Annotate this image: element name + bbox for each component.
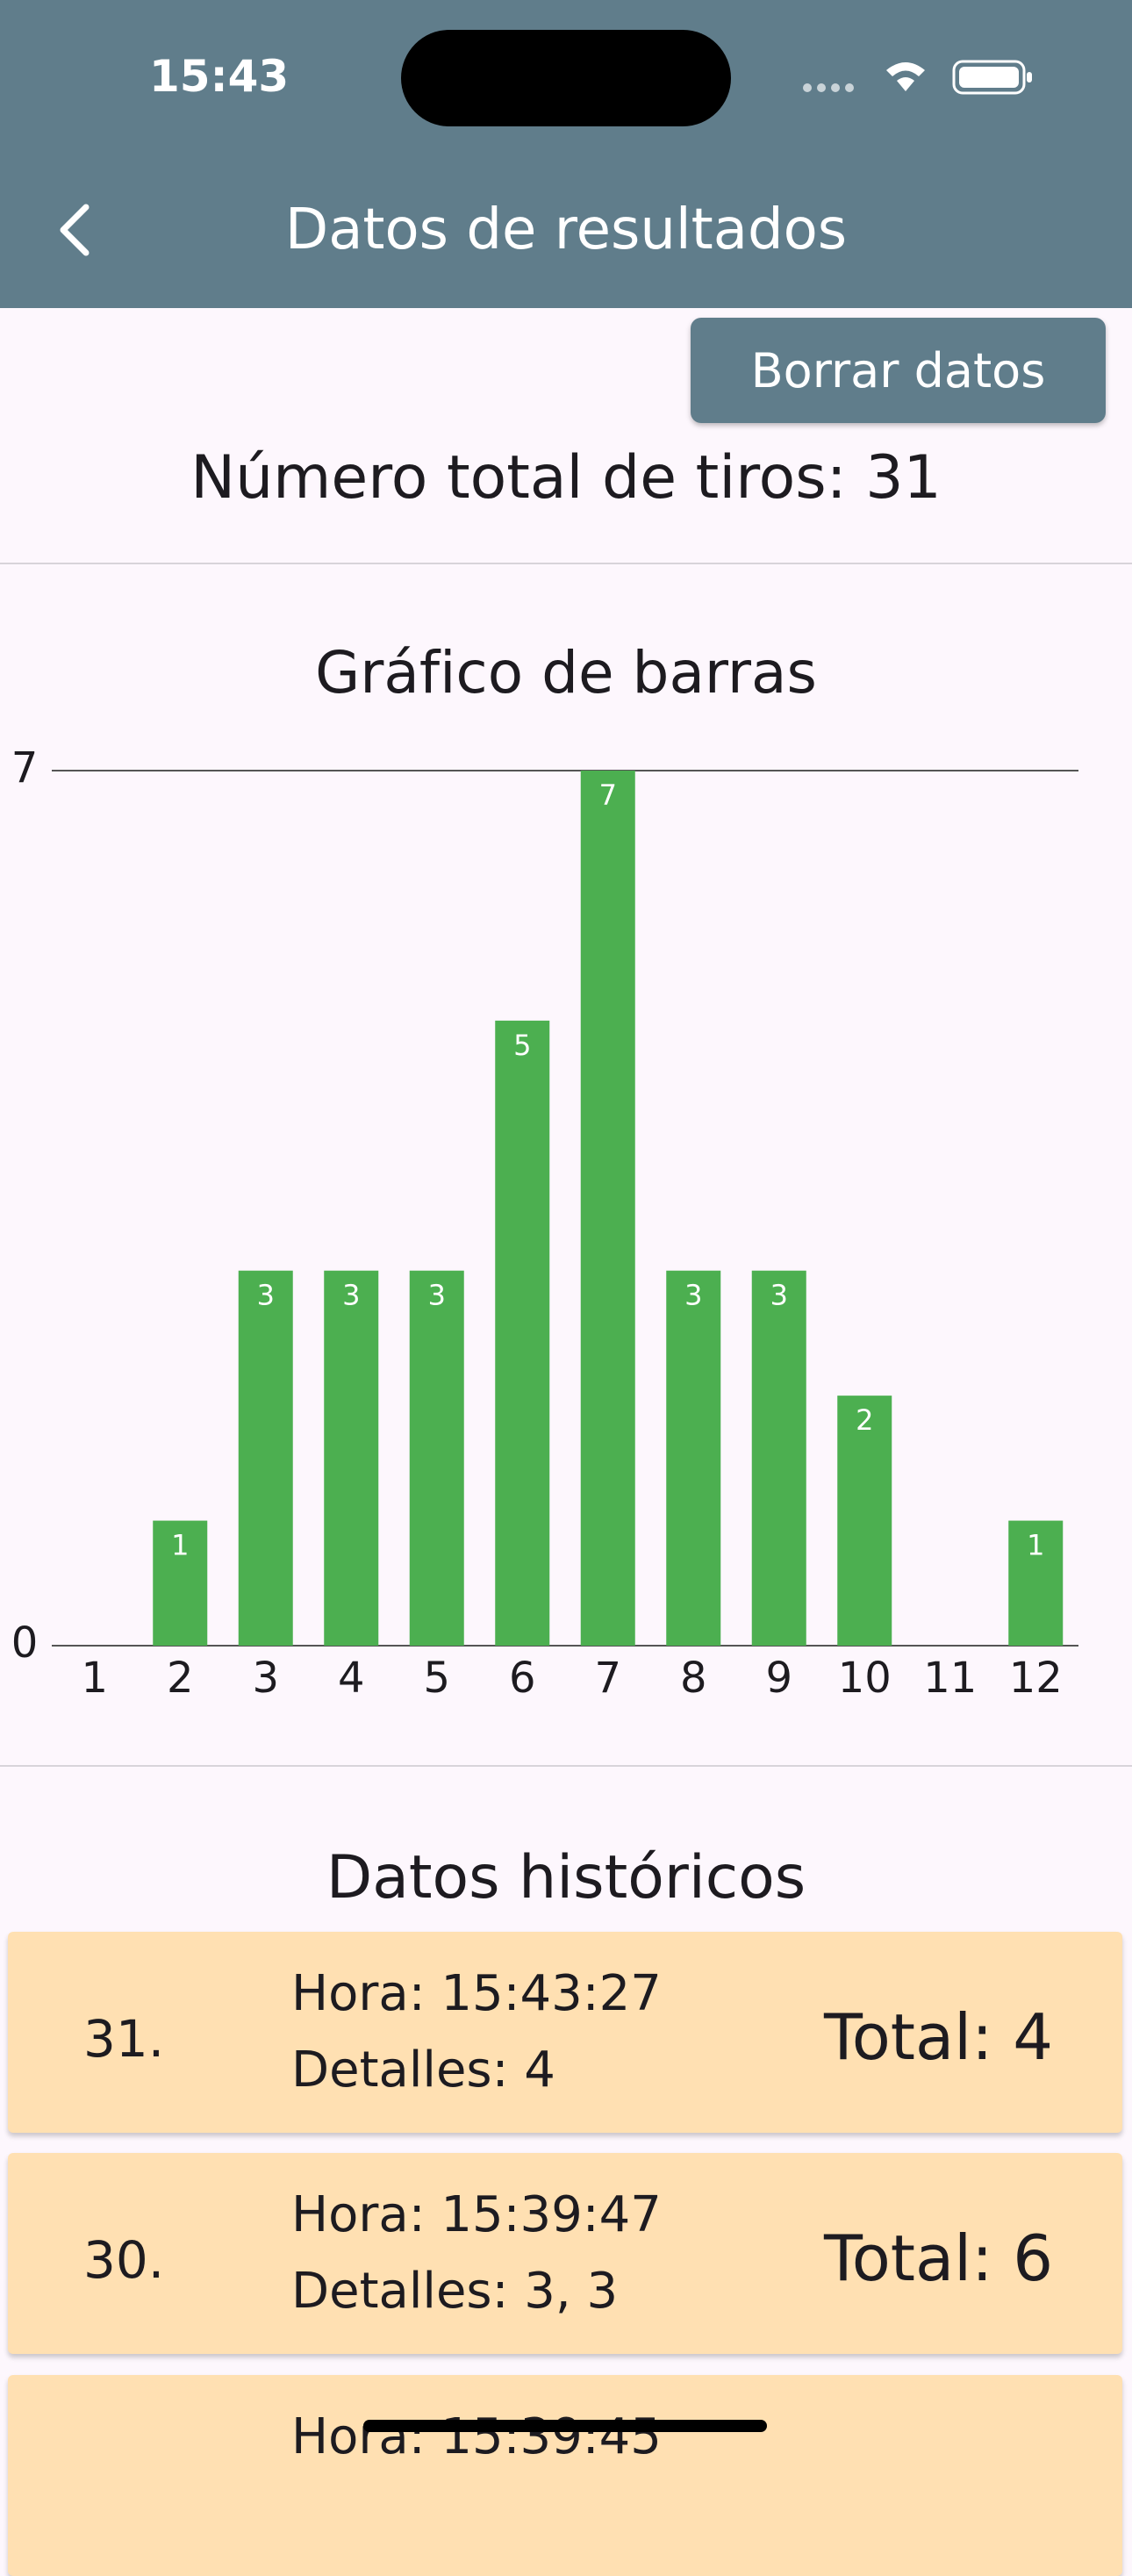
entry-details: Detalles: 3, 3 — [291, 2263, 619, 2320]
bar — [324, 1270, 379, 1646]
bar — [837, 1396, 892, 1646]
bar — [1008, 1520, 1064, 1646]
x-tick-label: 9 — [765, 1654, 792, 1703]
clear-button[interactable]: Borrar datos — [691, 318, 1106, 423]
back-button[interactable] — [53, 202, 97, 258]
bar — [751, 1270, 806, 1646]
divider — [0, 563, 1132, 564]
app-bar-title: Datos de resultados — [284, 197, 848, 262]
entry-time: Hora: 15:39:45 — [291, 2408, 662, 2465]
x-tick-label: 5 — [423, 1654, 450, 1703]
bar — [495, 1020, 550, 1646]
bar — [666, 1270, 721, 1646]
entry-time: Hora: 15:43:27 — [291, 1965, 662, 2022]
bar-value-label: 2 — [856, 1403, 873, 1437]
bar — [580, 771, 635, 1646]
bar — [153, 1520, 208, 1646]
history-card: 30. Hora: 15:39:47 Detalles: 3, 3 Total: 6 — [8, 2153, 1122, 2354]
history-title: Datos históricos — [326, 1843, 806, 1912]
bar — [409, 1270, 464, 1646]
y-tick-label: 7 — [11, 743, 39, 793]
entry-total: Total: 6 — [824, 2221, 1054, 2295]
bar — [238, 1270, 293, 1646]
bar-value-label: 5 — [513, 1029, 531, 1062]
total-text: Número total de tiros: 31 — [190, 443, 942, 513]
bar-value-label: 1 — [1027, 1529, 1044, 1562]
dynamic-island — [401, 30, 731, 126]
x-tick-label: 8 — [680, 1654, 707, 1703]
history-card: Hora: 15:39:45 — [8, 2375, 1122, 2576]
x-tick-label: 12 — [1009, 1654, 1063, 1703]
chart: Gráfico de barras 071 2133435365778393102… — [11, 639, 1078, 1703]
status-time: 15:43 — [149, 51, 290, 102]
divider — [0, 1765, 1132, 1767]
history-card: 31. Hora: 15:43:27 Detalles: 4 Total: 4 — [8, 1932, 1122, 2133]
bar-value-label: 1 — [171, 1529, 189, 1562]
bar-value-label: 3 — [257, 1279, 275, 1312]
entry-time: Hora: 15:39:47 — [291, 2186, 662, 2243]
x-tick-label: 4 — [338, 1654, 365, 1703]
bar-value-label: 3 — [684, 1279, 702, 1312]
x-tick-label: 1 — [81, 1654, 108, 1703]
bar-value-label: 7 — [599, 779, 617, 812]
entry-total: Total: 4 — [824, 2000, 1054, 2074]
bar-value-label: 3 — [428, 1279, 446, 1312]
entry-number: 31. — [83, 2009, 165, 2069]
bar-value-label: 3 — [342, 1279, 360, 1312]
status-icons — [803, 60, 1032, 95]
y-tick-label: 0 — [11, 1618, 39, 1668]
x-tick-label: 2 — [167, 1654, 194, 1703]
chart-title: Gráfico de barras — [315, 639, 817, 707]
home-indicator — [363, 2420, 767, 2432]
entry-number: 30. — [83, 2230, 165, 2290]
x-tick-label: 7 — [594, 1654, 621, 1703]
x-tick-label: 10 — [838, 1654, 892, 1703]
entry-details: Detalles: 4 — [291, 2041, 555, 2099]
x-tick-label: 6 — [509, 1654, 536, 1703]
x-tick-label: 11 — [923, 1654, 977, 1703]
x-tick-label: 3 — [252, 1654, 279, 1703]
bar-value-label: 3 — [770, 1279, 788, 1312]
